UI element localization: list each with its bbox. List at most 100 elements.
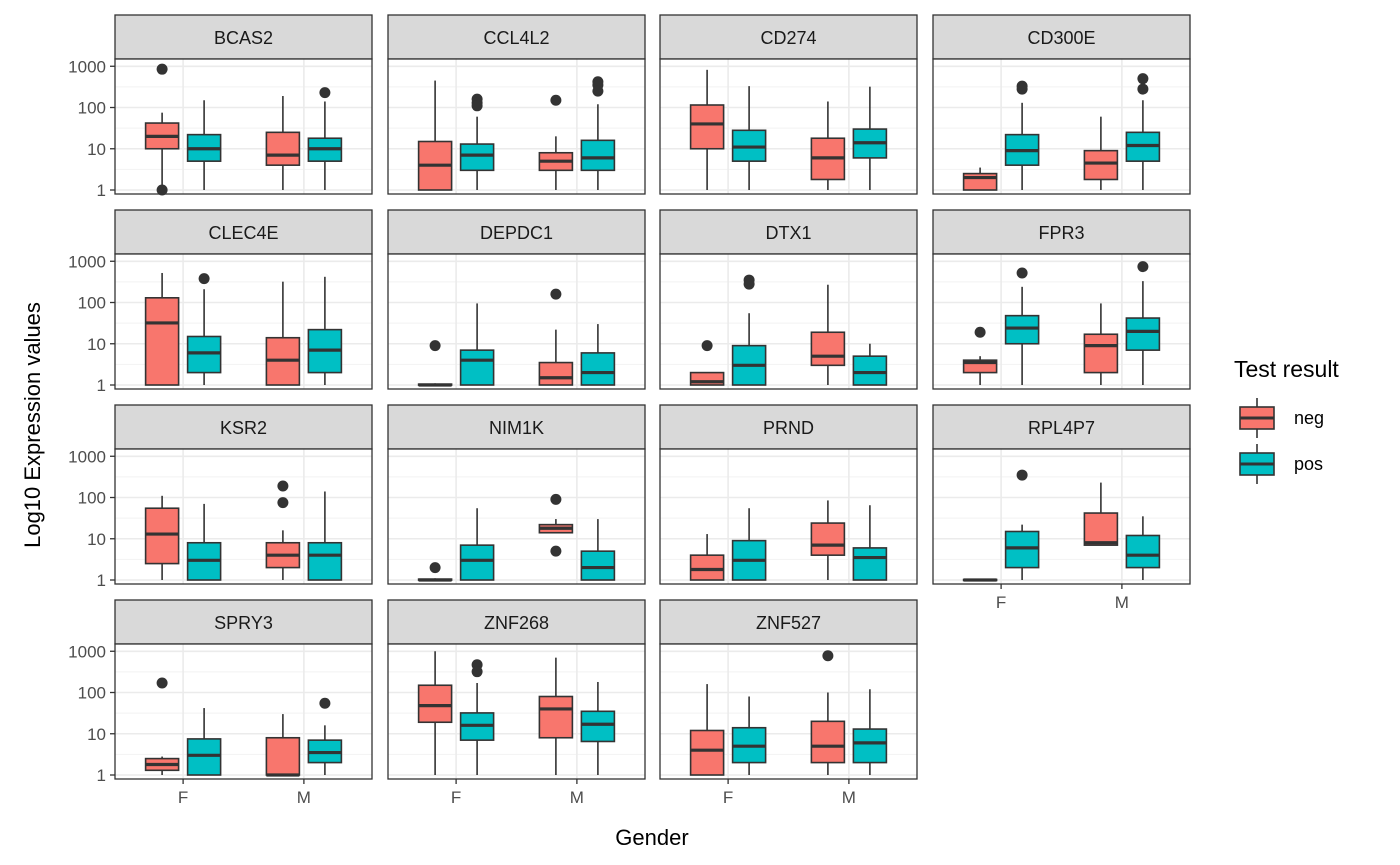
box-body: [144, 507, 180, 565]
outlier-point: [277, 480, 289, 492]
outlier-point: [550, 545, 562, 557]
box-body: [852, 355, 888, 386]
box-F-pos: [731, 696, 767, 776]
box-M-pos: [852, 343, 888, 386]
facet-panel: ZNF527 F M: [659, 599, 918, 807]
outlier-point: [701, 340, 713, 352]
panel-border: [114, 448, 373, 585]
facet-strip: [932, 404, 1191, 450]
outlier-point: [319, 87, 331, 99]
outlier-point: [550, 94, 562, 106]
facet-panel: CD274: [659, 14, 918, 195]
box-body: [810, 720, 846, 764]
box-body: [689, 729, 725, 776]
panel-border: [114, 643, 373, 780]
box-M-pos: [1125, 73, 1161, 191]
box-F-neg: [689, 534, 725, 581]
y-tick-label: 100: [78, 489, 106, 508]
facet-strip: [114, 599, 373, 645]
facet-strip: [387, 209, 646, 255]
box-M-neg: [265, 96, 301, 191]
outlier-point: [743, 278, 755, 290]
box-M-neg: [538, 493, 574, 557]
box-F-neg: [689, 69, 725, 191]
box-M-neg: [810, 650, 846, 776]
facet-strip: [387, 404, 646, 450]
x-tick-label: M: [570, 788, 584, 807]
box-body: [265, 131, 301, 166]
outlier-point: [974, 326, 986, 338]
outlier-point: [550, 493, 562, 505]
y-tick-label: 100: [78, 99, 106, 118]
facet-title: DEPDC1: [480, 223, 553, 243]
y-tick-label: 1000: [68, 57, 106, 76]
facet-panel: KSR2 1 10 100 1000: [68, 404, 373, 590]
panel-border: [114, 253, 373, 390]
facet-panel: SPRY3 1 10 100 1000 F M: [68, 599, 373, 807]
facet-panel: CCL4L2: [387, 14, 646, 195]
panel-border: [932, 448, 1191, 585]
facet-strip: [659, 209, 918, 255]
legend-key-pos: [1239, 444, 1275, 484]
box-F-pos: [731, 274, 767, 386]
facet-panel: PRND: [659, 404, 918, 585]
facet-strip: [114, 14, 373, 60]
outlier-point: [1137, 73, 1149, 85]
panel-border: [659, 253, 918, 390]
facet-title: CCL4L2: [483, 28, 549, 48]
box-M-pos: [1125, 261, 1161, 386]
box-M-pos: [852, 689, 888, 776]
box-M-neg: [1083, 482, 1119, 546]
box-F-pos: [1004, 469, 1040, 581]
box-M-neg: [265, 281, 301, 386]
panel-border: [659, 643, 918, 780]
outlier-point: [198, 273, 210, 285]
box-body: [1083, 512, 1119, 546]
panel-border: [932, 253, 1191, 390]
x-tick-label: M: [1115, 593, 1129, 612]
facet-strip: [932, 14, 1191, 60]
x-tick-label: F: [996, 593, 1006, 612]
facet-title: PRND: [763, 418, 814, 438]
panel-border: [932, 58, 1191, 195]
facet-panel: DTX1: [659, 209, 918, 390]
box-body: [580, 352, 616, 386]
facet-title: SPRY3: [214, 613, 273, 633]
panel-border: [387, 643, 646, 780]
x-axis-title: Gender: [615, 825, 688, 850]
facet-panel: NIM1K: [387, 404, 646, 585]
box-F-pos: [459, 303, 495, 386]
y-axis-title: Log10 Expression values: [20, 302, 45, 548]
x-tick-label: F: [178, 788, 188, 807]
panel-border: [387, 448, 646, 585]
facet-title: ZNF268: [484, 613, 549, 633]
box-F-neg: [689, 340, 725, 386]
box-body: [1004, 530, 1040, 569]
outlier-point: [1137, 261, 1149, 273]
outlier-point: [1016, 469, 1028, 481]
box-M-pos: [307, 276, 343, 386]
box-F-neg: [144, 495, 180, 581]
box-M-neg: [810, 101, 846, 191]
box-M-neg: [1083, 303, 1119, 386]
y-tick-label: 1: [97, 181, 106, 200]
box-M-neg: [538, 94, 574, 191]
box-F-pos: [186, 273, 222, 386]
panel-border: [114, 58, 373, 195]
facet-panel: ZNF268 F M: [387, 599, 646, 807]
x-tick-label: M: [842, 788, 856, 807]
outlier-point: [156, 677, 168, 689]
outlier-point: [429, 562, 441, 574]
facet-panel: RPL4P7 F M: [932, 404, 1191, 612]
box-M-pos: [852, 86, 888, 191]
outlier-point: [429, 340, 441, 352]
box-body: [580, 550, 616, 581]
box-F-pos: [731, 508, 767, 581]
y-tick-label: 10: [87, 335, 106, 354]
box-M-pos: [580, 76, 616, 191]
box-M-neg: [265, 480, 301, 581]
y-tick-label: 10: [87, 140, 106, 159]
y-tick-label: 10: [87, 725, 106, 744]
facet-title: FPR3: [1038, 223, 1084, 243]
legend-label: neg: [1294, 408, 1324, 428]
